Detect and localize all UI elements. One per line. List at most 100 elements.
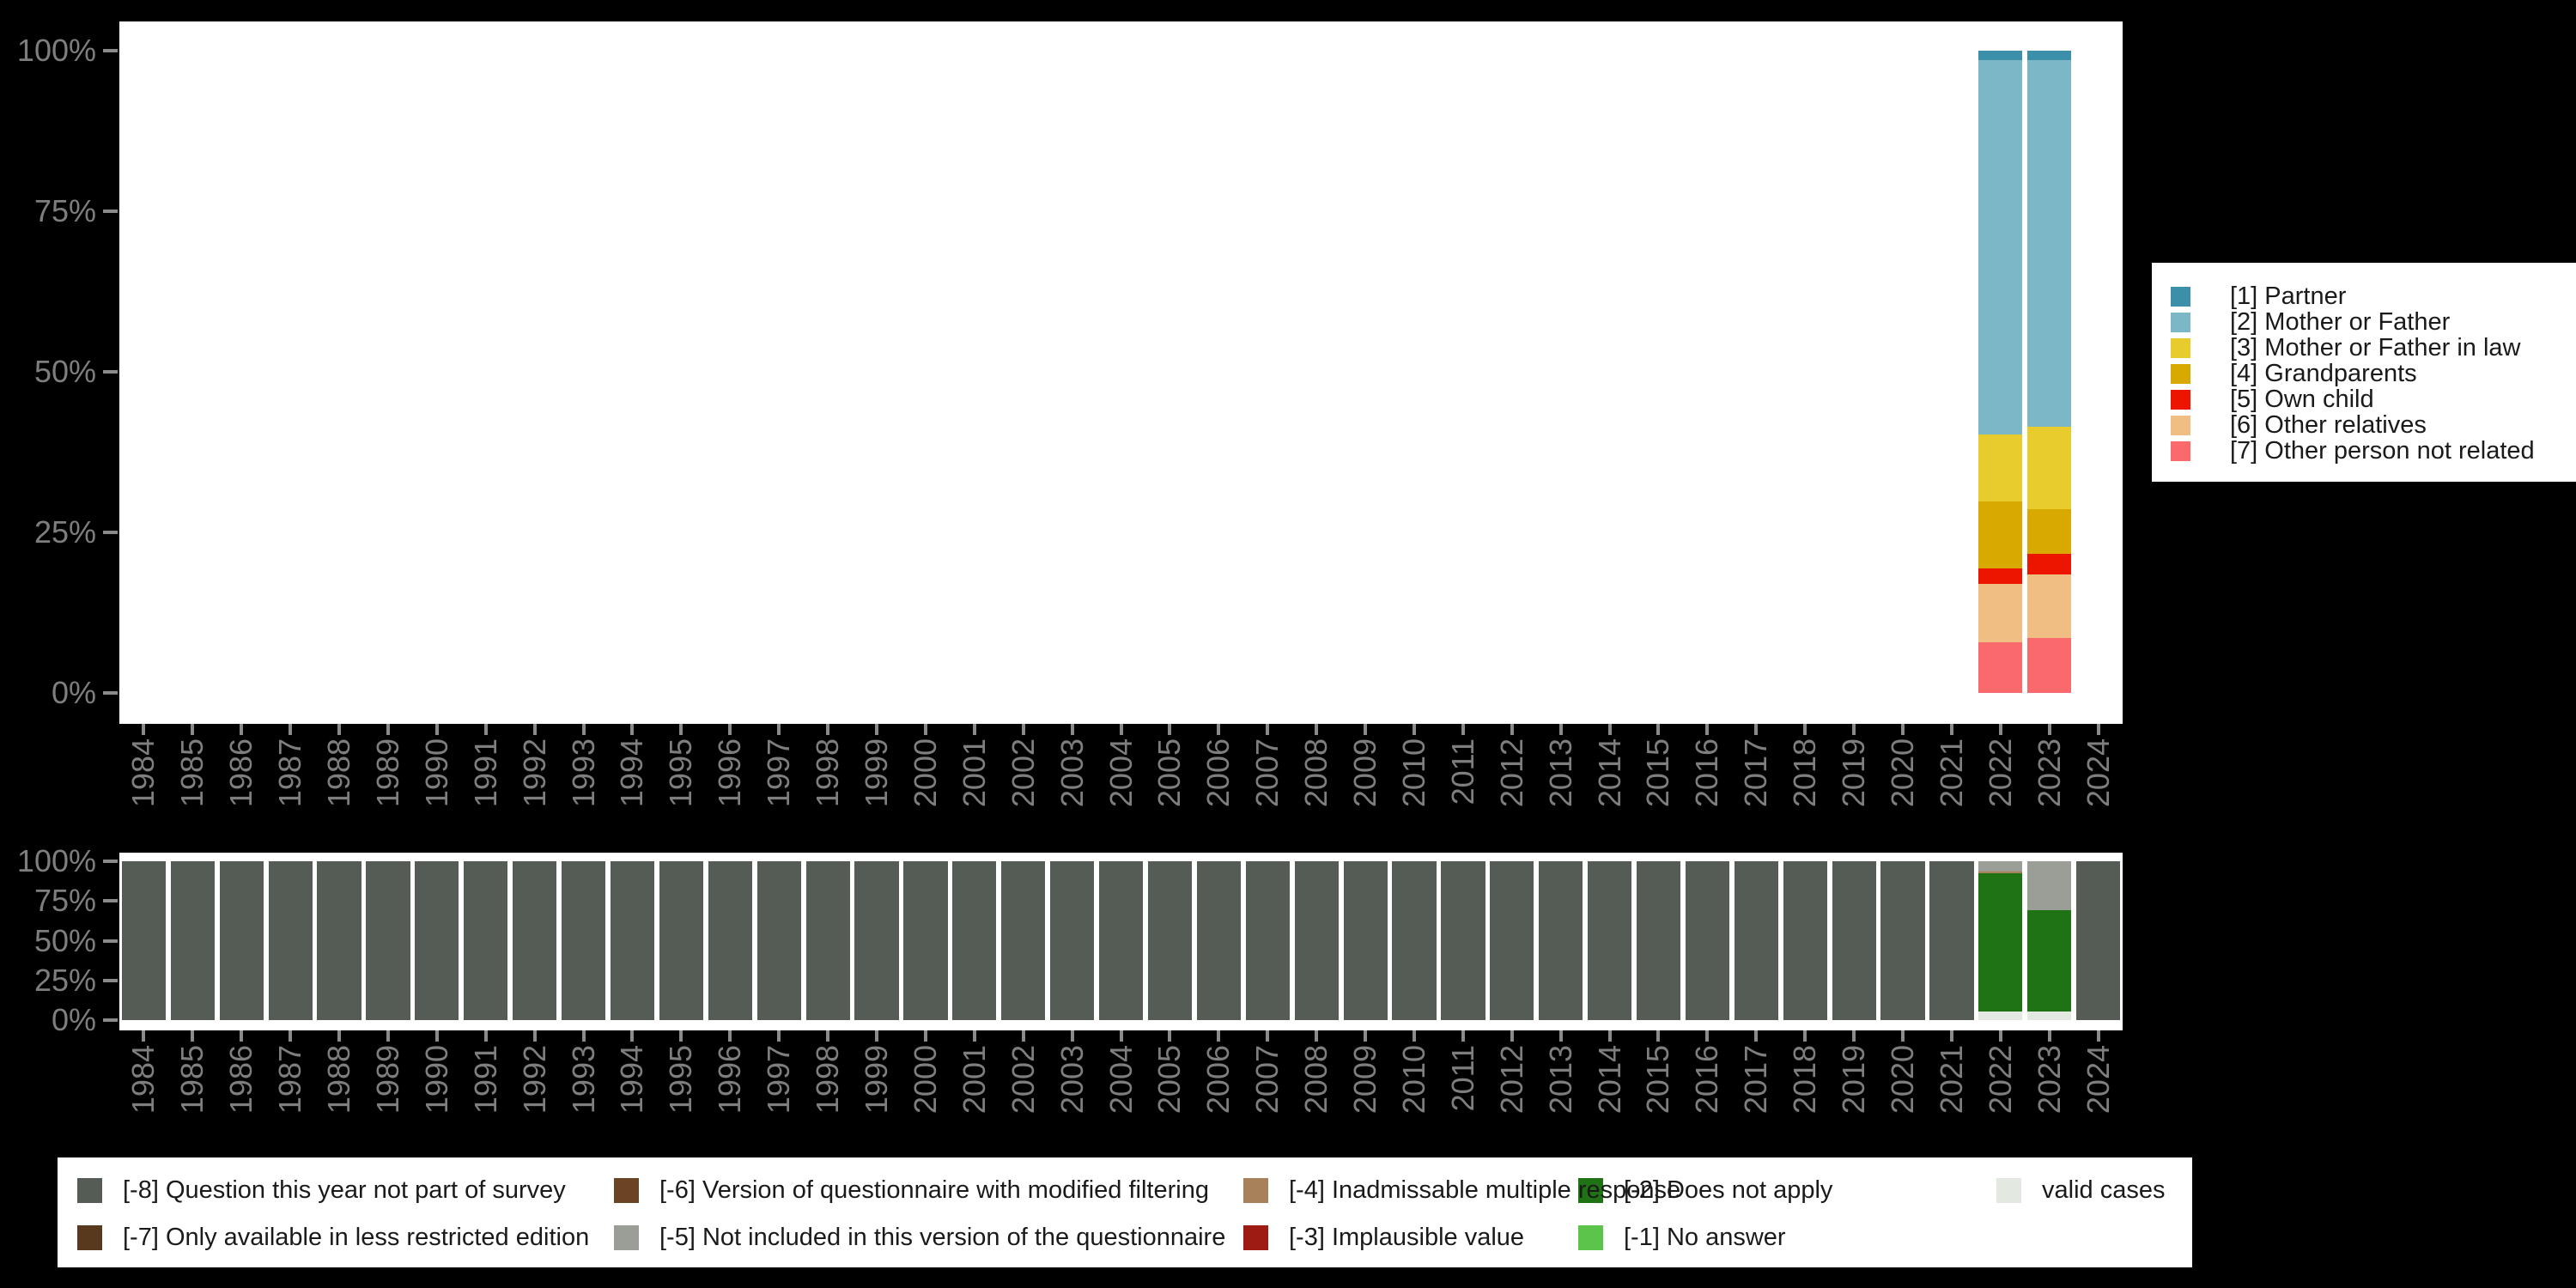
bottom-chart-panel: [119, 853, 2123, 1030]
bar-segment: [121, 861, 167, 1020]
bottom-chart-x-tick-mark: [1607, 1030, 1612, 1042]
bottom-chart-x-tick-label-1991: 1991: [467, 1045, 503, 1115]
legend-label: [-1] No answer: [1624, 1224, 1786, 1251]
legend-swatch: [614, 1178, 639, 1203]
bar-slot-1993: [559, 51, 608, 693]
bar-segment: [2027, 1011, 2072, 1020]
bottom-chart-x-tick-mark: [1558, 1030, 1563, 1042]
top-chart-y-tick-mark: [103, 531, 118, 534]
bottom-chart-x-tick-mark: [1705, 1030, 1710, 1042]
top-chart-x-tick-mark: [1754, 724, 1759, 735]
bar-slot-1984: [119, 861, 168, 1020]
top-chart-x-tick-label-2011: 2011: [1444, 738, 1480, 805]
bar-slot-2021: [1928, 861, 1977, 1020]
top-chart-x-tick-label-1984: 1984: [125, 738, 161, 808]
bottom-chart-x-tick-mark: [728, 1030, 732, 1042]
bar-segment: [317, 861, 361, 1020]
bottom-chart-y-tick-label: 0%: [51, 1002, 96, 1037]
bottom-chart-x-tick-mark: [1803, 1030, 1807, 1042]
stacked-bar-2001: [952, 861, 997, 1020]
bottom-chart-x-tick-mark: [1021, 1030, 1025, 1042]
bar-slot-2017: [1732, 51, 1781, 693]
top-chart-x-tick-mark: [1217, 724, 1221, 735]
bar-segment: [1147, 861, 1193, 1020]
bottom-chart-bars-area: [119, 861, 2123, 1020]
stacked-bar-2024: [2076, 861, 2121, 1020]
top-chart-x-tick-mark: [1607, 724, 1612, 735]
bar-slot-2022: [1976, 861, 2025, 1020]
bar-slot-2015: [1634, 861, 1683, 1020]
stacked-bar-2002: [1001, 861, 1046, 1020]
top-chart-x-tick-label-2016: 2016: [1689, 738, 1725, 808]
top-chart-x-tick-mark: [337, 724, 342, 735]
bottom-chart-x-tick-mark: [483, 1030, 488, 1042]
bottom-chart-x-tick-label-1992: 1992: [516, 1045, 552, 1115]
top-chart-x-tick-label-2010: 2010: [1395, 738, 1431, 808]
top-chart-x-tick-mark: [1852, 724, 1856, 735]
top-chart-x-tick-label-2001: 2001: [956, 738, 992, 808]
top-chart-x-tick-label-2017: 2017: [1738, 738, 1774, 808]
bottom-chart-x-tick-mark: [630, 1030, 635, 1042]
bar-slot-1985: [168, 861, 217, 1020]
bar-slot-1992: [510, 51, 559, 693]
stacked-bar-1988: [317, 861, 361, 1020]
legend-label: [2] Mother or Father: [2230, 307, 2451, 336]
top-chart-x-tick-mark: [289, 724, 293, 735]
bottom-chart-x-tick-mark: [240, 1030, 244, 1042]
bottom-chart-x-tick-label-1994: 1994: [614, 1045, 650, 1115]
bottom-chart-x-tick-label-2011: 2011: [1444, 1045, 1480, 1112]
bottom-chart-x-tick-label-1998: 1998: [810, 1045, 846, 1115]
bar-slot-2000: [902, 51, 951, 693]
bar-segment: [1685, 861, 1730, 1020]
bar-segment: [1001, 861, 1046, 1020]
bottom-chart-x-tick-mark: [1217, 1030, 1221, 1042]
top-chart-x-tick-mark: [434, 724, 439, 735]
bottom-chart-x-tick-label-2014: 2014: [1591, 1045, 1627, 1115]
bar-slot-2019: [1830, 51, 1879, 693]
stacked-bar-2020: [1880, 861, 1925, 1020]
legend-item: [1] Partner: [2152, 283, 2576, 310]
top-chart-x-tick-label-2023: 2023: [2031, 738, 2067, 808]
top-chart-x-tick-label-2022: 2022: [1982, 738, 2018, 808]
bar-segment: [2027, 574, 2072, 639]
top-chart-x-tick-label-2005: 2005: [1151, 738, 1188, 808]
bottom-chart-x-tick-mark: [1510, 1030, 1514, 1042]
bar-slot-2006: [1194, 861, 1243, 1020]
bar-slot-1992: [510, 861, 559, 1020]
bottom-chart-x-tick-label-2007: 2007: [1249, 1045, 1285, 1115]
bar-segment: [2027, 554, 2072, 575]
top-chart-x-tick-mark: [972, 724, 976, 735]
bar-segment: [464, 861, 508, 1020]
bar-segment: [1978, 583, 2023, 642]
top-chart-x-tick-mark: [191, 724, 195, 735]
top-chart-x-tick-label-1990: 1990: [418, 738, 454, 808]
bar-slot-2019: [1830, 861, 1879, 1020]
bar-segment: [1734, 861, 1778, 1020]
stacked-bar-1985: [170, 861, 215, 1020]
legend-label: [-6] Version of questionnaire with modif…: [659, 1176, 1209, 1204]
bar-slot-1995: [657, 861, 706, 1020]
bottom-chart-x-tick-mark: [1949, 1030, 1953, 1042]
top-chart-x-tick-label-2012: 2012: [1493, 738, 1529, 808]
legend-label: [-7] Only available in less restricted e…: [123, 1224, 590, 1251]
bottom-chart-x-tick-mark: [289, 1030, 293, 1042]
top-chart-x-tick-label-2020: 2020: [1884, 738, 1920, 808]
top-chart-panel: [119, 21, 2123, 724]
top-chart-x-tick-mark: [679, 724, 683, 735]
top-chart-x-tick-mark: [1558, 724, 1563, 735]
bottom-chart-x-tick-label-2010: 2010: [1395, 1045, 1431, 1115]
top-chart-x-tick-label-1998: 1998: [810, 738, 846, 808]
bar-slot-2004: [1097, 51, 1145, 693]
top-chart-x-tick-label-2008: 2008: [1298, 738, 1334, 808]
stacked-bar-2018: [1783, 861, 1827, 1020]
bar-segment: [1490, 861, 1534, 1020]
stacked-bar-1993: [562, 861, 606, 1020]
bottom-chart-x-tick-mark: [386, 1030, 390, 1042]
stacked-bar-2009: [1343, 861, 1388, 1020]
bar-segment: [1929, 861, 1974, 1020]
bar-segment: [1978, 51, 2023, 61]
top-chart-x-tick-label-1988: 1988: [321, 738, 357, 808]
top-chart-x-tick-mark: [874, 724, 878, 735]
legend-swatch: [2171, 363, 2190, 384]
